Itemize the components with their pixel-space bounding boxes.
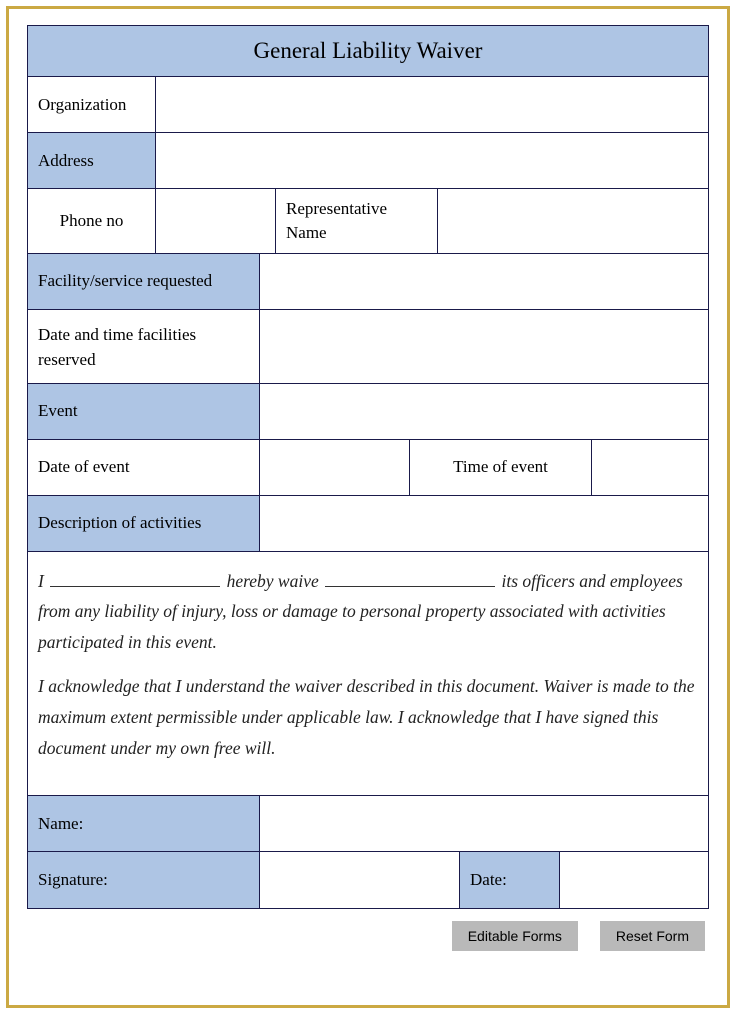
waiver-blank-1[interactable]: [50, 586, 220, 587]
waiver-blank-2[interactable]: [325, 586, 495, 587]
waiver-p1-c: its officers and employees from any liab…: [38, 571, 683, 652]
input-representative[interactable]: [438, 189, 708, 253]
row-reserved: Date and time facilities reserved: [28, 310, 708, 384]
row-date-time: Date of event Time of event: [28, 440, 708, 496]
reset-form-button[interactable]: Reset Form: [600, 921, 705, 951]
input-facility[interactable]: [260, 254, 708, 309]
label-phone: Phone no: [28, 189, 156, 253]
label-representative: Representative Name: [276, 189, 438, 253]
form-title: General Liability Waiver: [28, 26, 708, 77]
label-organization: Organization: [28, 77, 156, 132]
input-time-of-event[interactable]: [592, 440, 708, 495]
label-time-of-event: Time of event: [410, 440, 592, 495]
row-facility: Facility/service requested: [28, 254, 708, 310]
input-date-of-event[interactable]: [260, 440, 410, 495]
label-description: Description of activities: [28, 496, 260, 551]
label-facility: Facility/service requested: [28, 254, 260, 309]
label-event: Event: [28, 384, 260, 439]
row-address: Address: [28, 133, 708, 189]
buttons-row: Editable Forms Reset Form: [27, 921, 709, 951]
form-container: General Liability Waiver Organization Ad…: [27, 25, 709, 909]
row-phone-rep: Phone no Representative Name: [28, 189, 708, 254]
waiver-paragraph-1: I hereby waive its officers and employee…: [38, 566, 698, 658]
input-reserved[interactable]: [260, 310, 708, 383]
input-signature[interactable]: [260, 852, 460, 908]
row-name: Name:: [28, 796, 708, 852]
input-phone[interactable]: [156, 189, 276, 253]
row-description: Description of activities: [28, 496, 708, 552]
row-signature: Signature: Date:: [28, 852, 708, 908]
row-organization: Organization: [28, 77, 708, 133]
label-name: Name:: [28, 796, 260, 851]
input-name[interactable]: [260, 796, 708, 851]
input-description[interactable]: [260, 496, 708, 551]
input-address[interactable]: [156, 133, 708, 188]
label-signature: Signature:: [28, 852, 260, 908]
row-event: Event: [28, 384, 708, 440]
label-date: Date:: [460, 852, 560, 908]
outer-border: General Liability Waiver Organization Ad…: [6, 6, 730, 1008]
input-organization[interactable]: [156, 77, 708, 132]
input-date[interactable]: [560, 852, 708, 908]
label-address: Address: [28, 133, 156, 188]
waiver-p1-b: hereby waive: [222, 571, 323, 591]
waiver-text-block: I hereby waive its officers and employee…: [28, 552, 708, 797]
input-event[interactable]: [260, 384, 708, 439]
waiver-paragraph-2: I acknowledge that I understand the waiv…: [38, 671, 698, 763]
label-reserved: Date and time facilities reserved: [28, 310, 260, 383]
label-date-of-event: Date of event: [28, 440, 260, 495]
waiver-p1-a: I: [38, 571, 48, 591]
editable-forms-button[interactable]: Editable Forms: [452, 921, 578, 951]
